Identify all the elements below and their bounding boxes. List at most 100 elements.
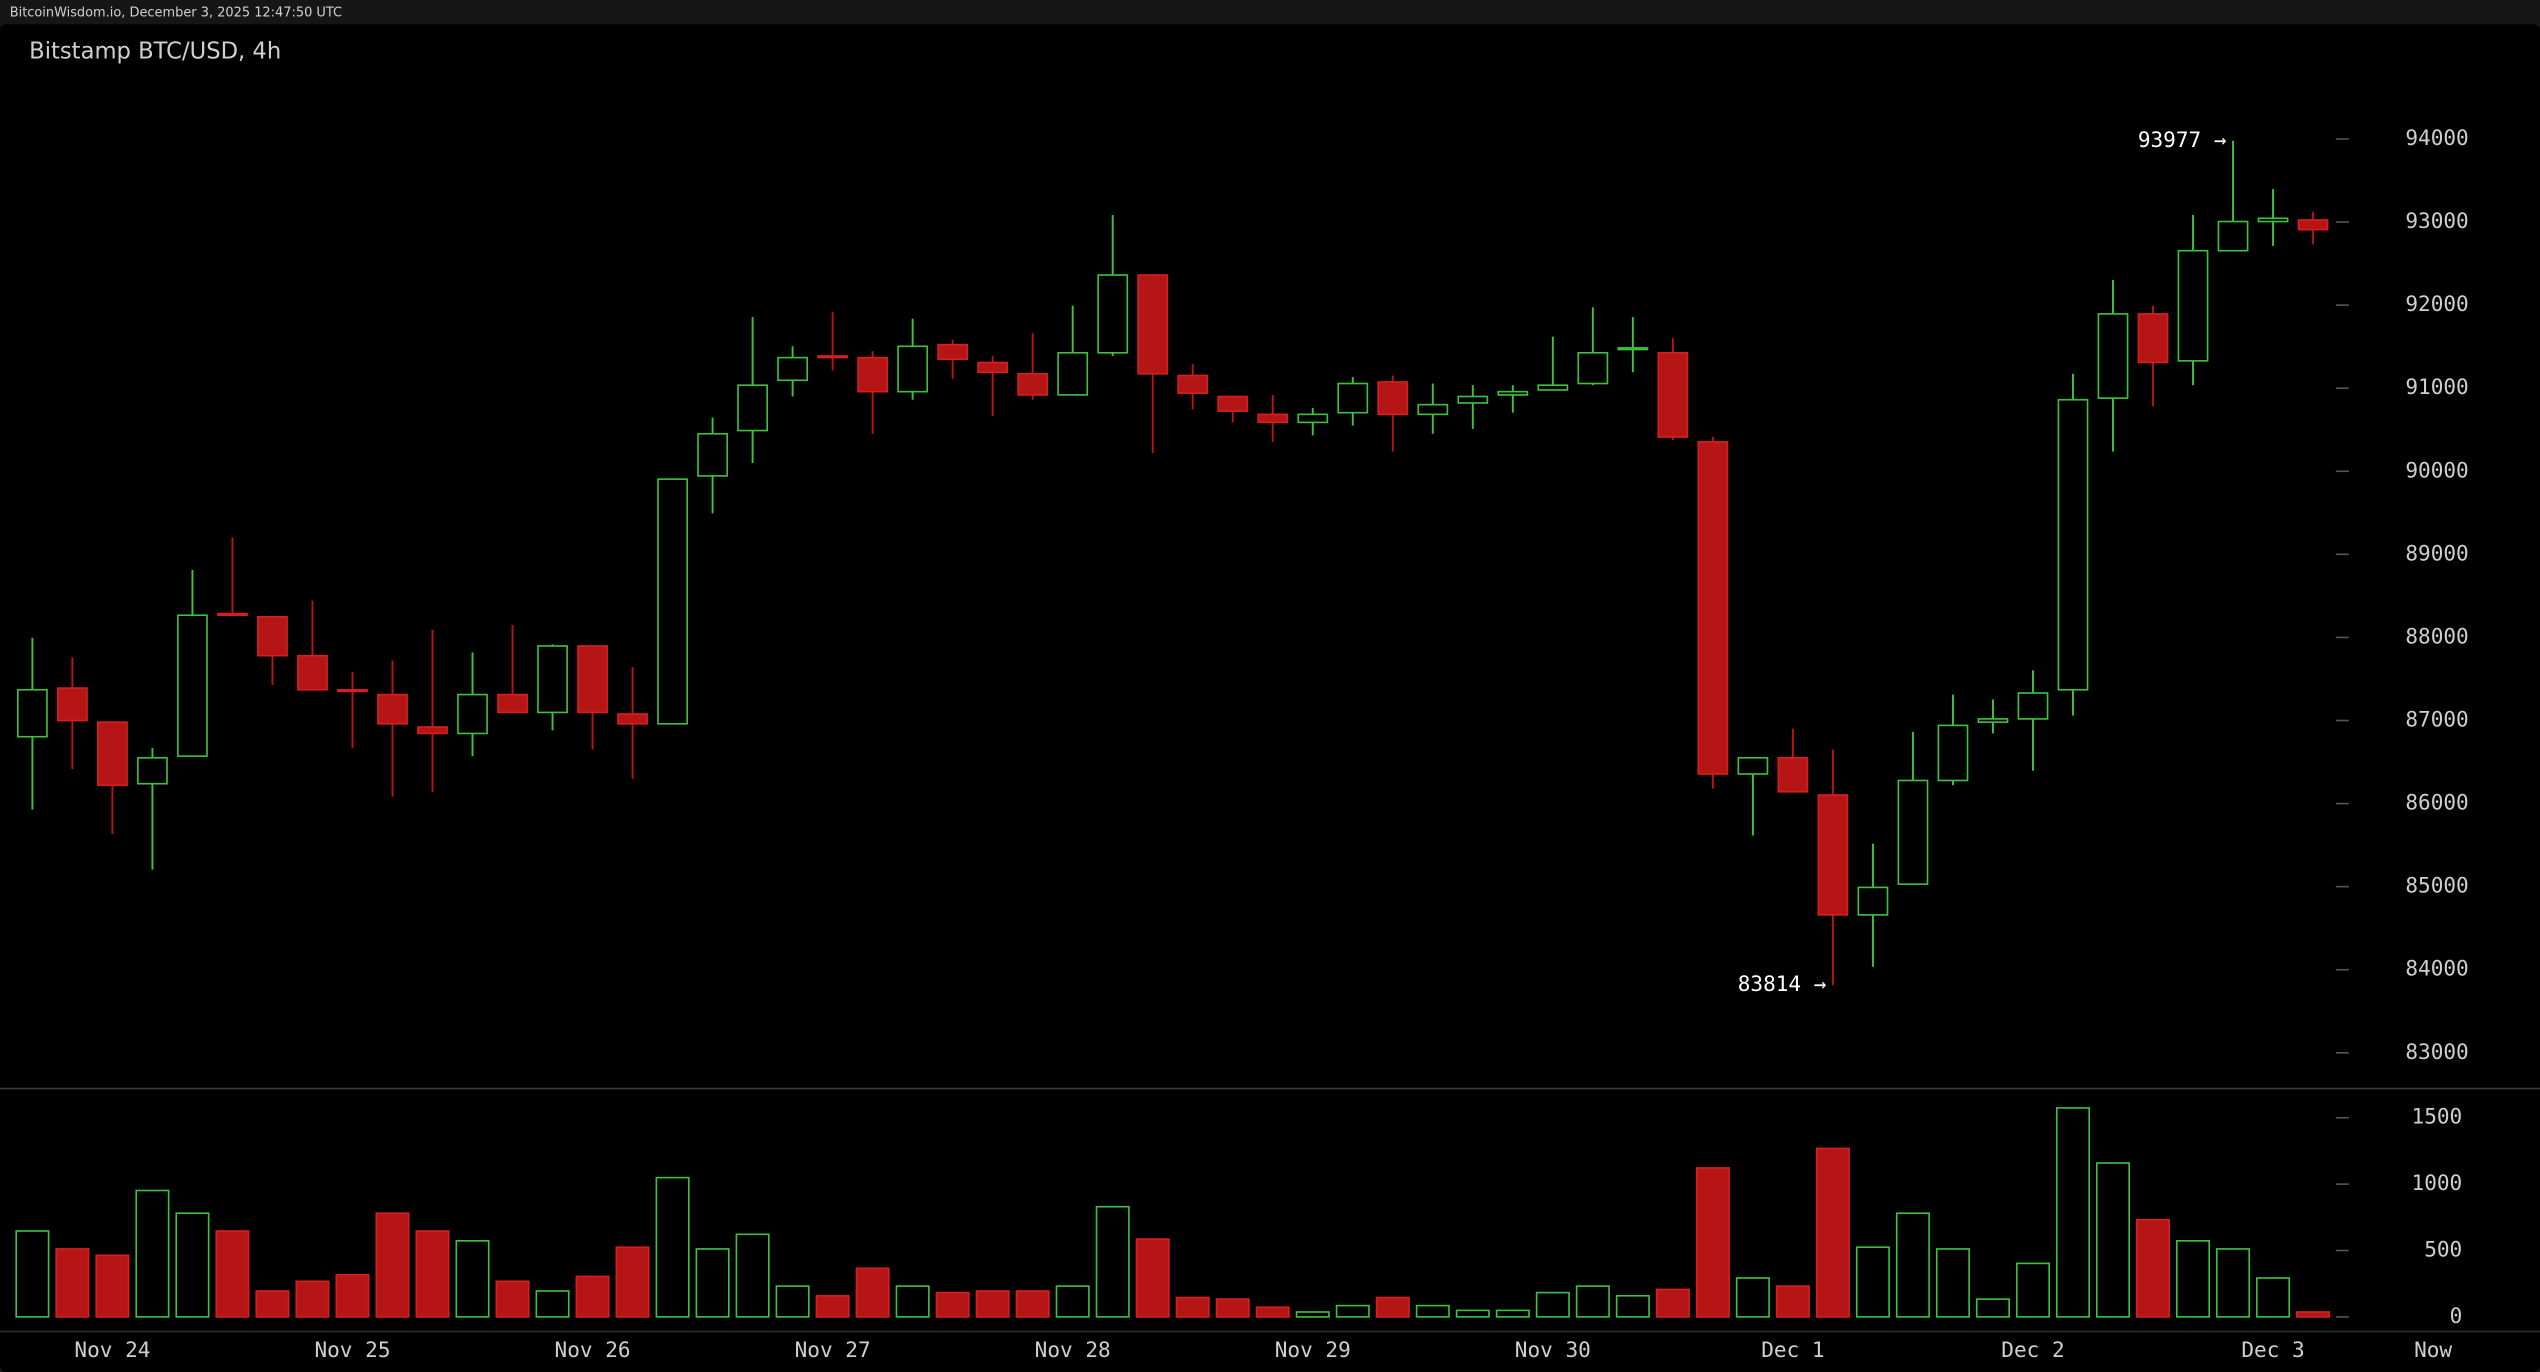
- candle-body: [1857, 886, 1889, 916]
- candle-body: [1217, 395, 1249, 412]
- candle-body: [337, 688, 368, 693]
- candle-body: [297, 654, 328, 691]
- volume-bar: [495, 1280, 530, 1318]
- y-tick-label: 85000: [2405, 873, 2468, 898]
- candle-body: [657, 478, 688, 725]
- candle-body: [1697, 441, 1729, 775]
- volume-bar: [2176, 1240, 2211, 1318]
- y-tick-label: 94000: [2405, 125, 2468, 150]
- candle-body: [1577, 351, 1609, 385]
- candle-body: [177, 614, 208, 757]
- volume-bar: [1775, 1285, 1810, 1318]
- y-tick-label: 91000: [2405, 374, 2468, 399]
- volume-bar: [2135, 1218, 2171, 1318]
- candle-body: [1897, 779, 1929, 885]
- volume-bar: [1015, 1290, 1050, 1318]
- candle-body: [97, 721, 128, 787]
- volume-bar: [1895, 1212, 1930, 1318]
- y-tick-label: 86000: [2405, 790, 2468, 815]
- candle-body: [1097, 274, 1129, 354]
- volume-bar: [255, 1290, 290, 1318]
- volume-bar: [1135, 1238, 1170, 1318]
- x-tick-label: Nov 28: [1035, 1337, 1111, 1362]
- y-tick-label: 83000: [2405, 1039, 2468, 1064]
- volume-bar: [1375, 1296, 1410, 1318]
- volume-bar: [1815, 1147, 1850, 1318]
- candle-body: [257, 616, 288, 657]
- volume-bar: [1295, 1311, 1330, 1318]
- volume-bar: [215, 1230, 250, 1318]
- volume-bar: [1535, 1291, 1570, 1318]
- volume-tick-label: 1500: [2412, 1104, 2463, 1129]
- volume-bar: [1415, 1304, 1450, 1318]
- volume-bar: [1215, 1298, 1250, 1318]
- y-tick-label: 92000: [2405, 291, 2468, 316]
- x-tick-label: Nov 24: [74, 1337, 150, 1362]
- x-tick-label: Nov 27: [795, 1337, 871, 1362]
- volume-bar: [975, 1290, 1010, 1318]
- candle-body: [1377, 381, 1409, 416]
- candle-body: [1177, 374, 1209, 395]
- y-tick-label: 89000: [2405, 540, 2468, 565]
- volume-bar: [615, 1246, 650, 1318]
- volume-bar: [1935, 1248, 1970, 1318]
- annotation: 83814 →: [1738, 971, 1827, 996]
- candle-body: [2017, 692, 2049, 720]
- x-tick-label: Nov 30: [1515, 1337, 1591, 1362]
- volume-bar: [655, 1176, 690, 1318]
- chart-background: [0, 24, 2540, 1372]
- y-tick-label: 90000: [2405, 457, 2468, 482]
- candle-body: [697, 432, 728, 477]
- candle-body: [2137, 313, 2169, 364]
- volume-bar: [55, 1248, 90, 1318]
- volume-bar: [895, 1285, 930, 1318]
- candle-body: [1937, 724, 1969, 782]
- volume-bar: [295, 1280, 330, 1318]
- volume-bar: [455, 1240, 490, 1318]
- volume-bar: [1735, 1277, 1770, 1318]
- candle-body: [1017, 372, 1049, 396]
- volume-bar: [2055, 1107, 2090, 1318]
- volume-bar: [1695, 1167, 1730, 1318]
- volume-bar: [1095, 1205, 1130, 1318]
- candle-body: [537, 645, 568, 714]
- candle-body: [777, 356, 809, 382]
- candle-body: [577, 645, 608, 714]
- candle-body: [1537, 384, 1569, 391]
- volume-bar: [575, 1275, 610, 1318]
- candle-body: [2297, 219, 2329, 231]
- volume-bar: [855, 1267, 890, 1318]
- x-tick-label: Dec 2: [2001, 1337, 2064, 1362]
- x-tick-label: Dec 3: [2241, 1337, 2304, 1362]
- volume-bar: [375, 1212, 410, 1318]
- volume-tick-label: 500: [2424, 1237, 2462, 1262]
- candle-body: [377, 693, 408, 725]
- volume-bar: [1055, 1285, 1090, 1318]
- volume-bar: [2296, 1311, 2331, 1318]
- volume-bar: [695, 1248, 730, 1318]
- header: BitcoinWisdom.io, December 3, 2025 12:47…: [10, 5, 342, 20]
- annotation: 93977 →: [2138, 127, 2227, 152]
- candle-body: [17, 688, 48, 738]
- candle-body: [1057, 351, 1089, 396]
- candle-body: [1817, 794, 1849, 916]
- volume-bar: [1575, 1285, 1610, 1318]
- volume-bar: [1855, 1246, 1890, 1318]
- candle-body: [217, 612, 248, 617]
- candle-body: [417, 726, 448, 735]
- candle-body: [57, 687, 88, 722]
- volume-bar: [735, 1233, 770, 1318]
- volume-bar: [2256, 1277, 2291, 1318]
- candle-body: [2097, 313, 2129, 399]
- candle-body: [137, 756, 168, 785]
- candle-body: [1257, 413, 1289, 424]
- candle-body: [1137, 274, 1169, 375]
- volume-bar: [2216, 1248, 2251, 1318]
- now-label: Now: [2414, 1337, 2452, 1362]
- volume-bar: [2095, 1162, 2131, 1318]
- candle-body: [1417, 403, 1449, 416]
- x-tick-label: Nov 29: [1275, 1337, 1351, 1362]
- volume-bar: [1655, 1288, 1690, 1318]
- volume-bar: [1255, 1306, 1290, 1318]
